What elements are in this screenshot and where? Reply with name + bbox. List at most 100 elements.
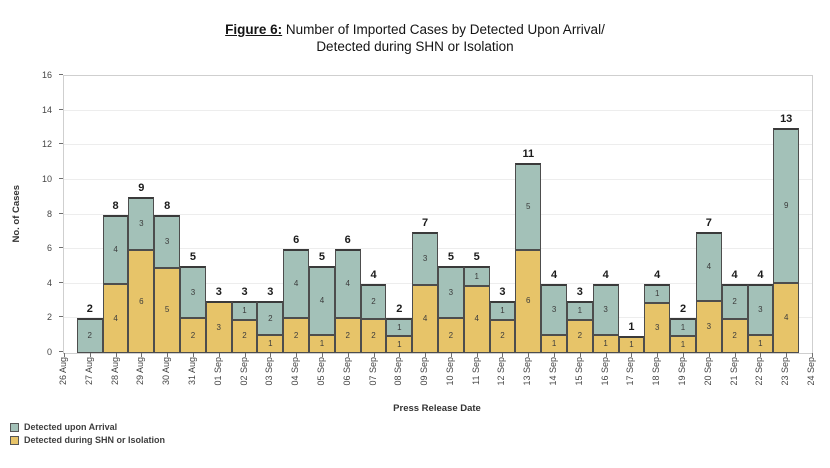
legend-swatch-shn-icon — [10, 436, 19, 445]
bar-17-sep: 1 — [618, 335, 645, 353]
bar-segment-shn: 6 — [128, 250, 155, 353]
bar-segment-arrival: 3 — [747, 283, 774, 335]
x-tick-label: 05 Sep — [315, 357, 326, 386]
y-tick-mark — [59, 212, 63, 214]
chart-title-line1: Figure 6: Number of Imported Cases by De… — [0, 21, 830, 38]
bar-total-label: 3 — [499, 286, 506, 299]
bar-total-label: 3 — [215, 286, 222, 299]
y-tick-mark — [59, 143, 63, 145]
legend-item-detected-during-shn: Detected during SHN or Isolation — [10, 435, 165, 446]
y-tick-label: 12 — [41, 139, 52, 150]
bar-total-label: 5 — [189, 251, 197, 264]
y-tick-label: 2 — [46, 312, 52, 323]
bar-segment-shn: 2 — [721, 318, 748, 353]
x-tick-label: 13 Sep — [522, 357, 533, 386]
bar-segment-arrival: 3 — [592, 283, 619, 335]
x-tick-label: 11 Sep — [470, 357, 481, 385]
bar-segment-shn: 1 — [257, 335, 284, 353]
bar-segment-shn: 6 — [515, 249, 542, 353]
x-tick-label: 21 Sep — [728, 357, 739, 386]
bar-total-label: 4 — [757, 268, 764, 281]
bar-segment-arrival: 3 — [128, 197, 155, 251]
x-tick-mark — [270, 353, 272, 357]
y-gridline — [64, 248, 812, 250]
x-tick-label: 09 Sep — [419, 357, 430, 386]
bar-27-aug: 2 — [76, 318, 103, 353]
bar-total-label: 3 — [241, 286, 248, 299]
bar-total-label: 4 — [602, 268, 609, 281]
x-tick-label: 12 Sep — [496, 357, 507, 386]
bar-total-label: 6 — [344, 234, 351, 247]
bar-segment-shn: 1 — [309, 334, 335, 353]
bar-segment-shn: 4 — [102, 284, 129, 353]
bar-segment-arrival: 5 — [515, 162, 542, 250]
x-tick-mark — [760, 353, 762, 357]
bar-segment-arrival: 2 — [257, 301, 284, 336]
bar-segment-shn: 2 — [438, 318, 464, 353]
x-tick-mark — [579, 353, 581, 357]
x-tick-mark — [244, 353, 246, 357]
x-tick-mark — [734, 353, 736, 357]
y-tick-mark — [59, 281, 63, 283]
bar-total-label: 7 — [422, 216, 429, 229]
bar-total-label: 1 — [628, 320, 635, 333]
x-tick-label: 27 Aug — [83, 357, 94, 386]
x-tick-mark — [167, 353, 169, 357]
bar-segment-arrival: 3 — [180, 266, 206, 319]
x-tick-label: 22 Sep — [754, 357, 765, 386]
x-tick-mark — [89, 353, 91, 357]
x-tick-mark — [605, 353, 607, 357]
bar-total-label: 3 — [576, 286, 583, 299]
bar-segment-arrival: 4 — [283, 249, 310, 319]
y-tick-mark — [59, 247, 63, 249]
chart-title-line2: Detected during SHN or Isolation — [316, 39, 514, 54]
x-tick-label: 08 Sep — [393, 357, 404, 386]
bar-segment-shn: 1 — [670, 336, 696, 353]
legend-swatch-arrival-icon — [10, 423, 19, 432]
bar-01-sep: 3 — [205, 301, 232, 353]
y-tick-label: 4 — [46, 277, 52, 288]
y-tick-mark — [59, 177, 63, 179]
x-tick-mark — [502, 353, 504, 357]
bar-segment-arrival: 1 — [670, 318, 696, 337]
x-tick-label: 29 Aug — [135, 357, 146, 386]
x-tick-label: 03 Sep — [264, 357, 275, 386]
x-tick-mark — [373, 353, 375, 357]
bar-total-label: 4 — [654, 268, 661, 281]
y-tick-mark — [59, 74, 63, 75]
bar-segment-arrival: 1 — [489, 301, 516, 320]
bar-total-label: 3 — [267, 286, 274, 299]
bar-total-label: 7 — [705, 216, 712, 229]
x-axis-title: Press Release Date — [393, 403, 481, 414]
x-tick-mark — [528, 353, 530, 357]
x-tick-mark — [657, 353, 659, 357]
bar-segment-arrival: 9 — [773, 127, 800, 284]
y-tick-label: 8 — [46, 208, 52, 219]
legend-label-arrival: Detected upon Arrival — [24, 422, 118, 432]
figure-number-label: Figure 6: — [225, 22, 283, 37]
bar-segment-shn: 2 — [566, 319, 593, 353]
y-tick-mark — [59, 351, 63, 352]
y-tick-label: 6 — [46, 243, 52, 254]
bar-total-label: 4 — [731, 268, 738, 281]
bar-total-label: 6 — [293, 234, 300, 247]
bar-segment-arrival: 3 — [438, 266, 464, 319]
x-tick-label: 18 Sep — [651, 357, 662, 386]
